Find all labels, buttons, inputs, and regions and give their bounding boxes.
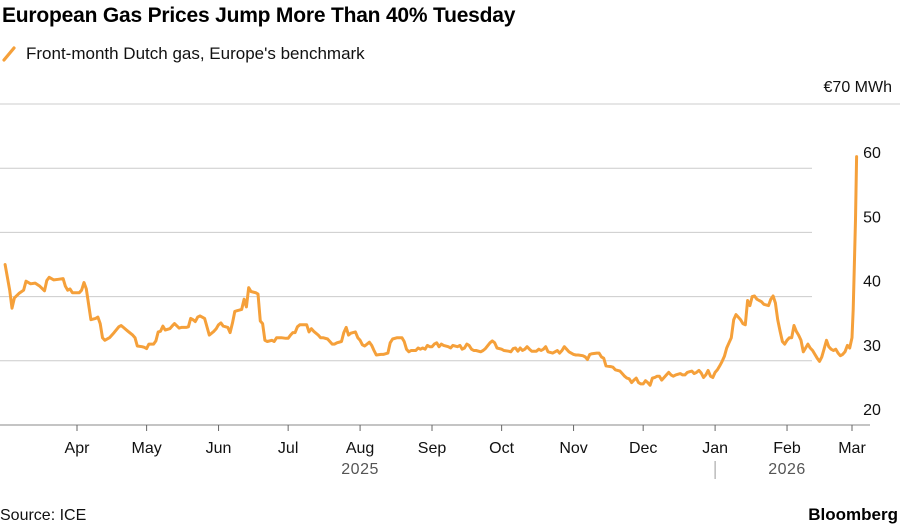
x-tick-label: Apr — [65, 440, 91, 457]
series-layer — [3, 155, 859, 387]
x-tick-label: Jul — [278, 440, 298, 457]
x-tick-label: Aug — [346, 440, 374, 457]
x-tick-label: Sep — [418, 440, 447, 457]
y-axis-ticks: 20 30 40 50 60 — [863, 145, 881, 419]
x-year-label: 2026 — [768, 461, 806, 478]
legend: Front-month Dutch gas, Europe's benchmar… — [2, 44, 365, 64]
y-tick-label: 60 — [863, 145, 881, 162]
chart-title: European Gas Prices Jump More Than 40% T… — [2, 4, 516, 27]
x-tick-label: Feb — [773, 440, 801, 457]
brand-logo: Bloomberg — [808, 505, 898, 524]
legend-label: Front-month Dutch gas, Europe's benchmar… — [26, 44, 365, 63]
x-tick-label: Jan — [702, 440, 728, 457]
x-tick-label: Mar — [838, 440, 866, 457]
y-tick-label: 30 — [863, 338, 881, 355]
x-tick-label: Jun — [206, 440, 232, 457]
source-note: Source: ICE — [0, 507, 87, 524]
x-tick-label: Oct — [489, 440, 514, 457]
y-axis-unit-label: €70 MWh — [823, 79, 892, 96]
x-year-label: 2025 — [341, 461, 379, 478]
gridlines — [0, 103, 900, 426]
y-tick-label: 20 — [863, 402, 881, 419]
x-tick-label: Dec — [629, 440, 657, 457]
series-line-dutch-gas — [3, 155, 859, 387]
y-tick-label: 40 — [863, 274, 881, 291]
y-tick-label: 50 — [863, 209, 881, 226]
x-axis-ticks: Apr May Jun Jul Aug Sep Oct Nov Dec Jan Feb Mar 2025… — [65, 425, 866, 479]
legend-line-swatch-icon — [2, 46, 16, 62]
x-tick-label: Nov — [559, 440, 587, 457]
x-tick-label: May — [131, 440, 161, 457]
